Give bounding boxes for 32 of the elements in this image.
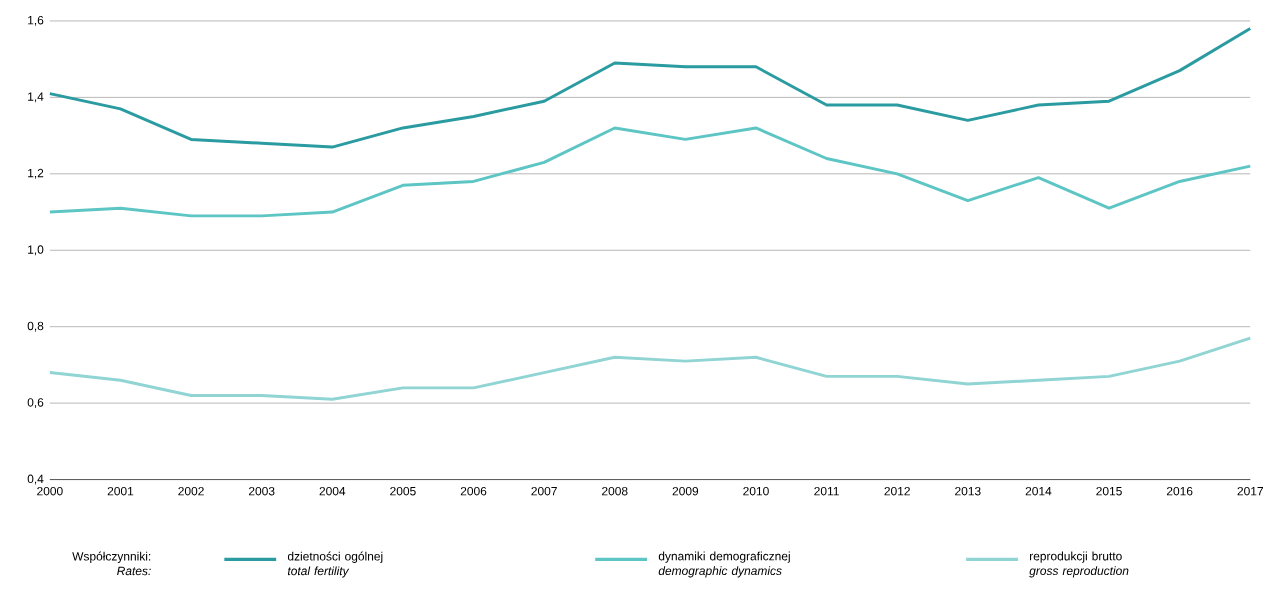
x-tick-label: 2000: [37, 486, 63, 496]
line-series: [48, 336, 1252, 401]
legend-title: Współczynniki: Rates:: [72, 551, 151, 576]
x-tick-label: 2009: [672, 486, 699, 496]
x-tick-label: 2010: [743, 486, 769, 496]
x-tick-label: 2013: [955, 486, 981, 496]
y-tick-label: 1,4: [28, 92, 44, 103]
x-tick-label: 2007: [531, 486, 557, 496]
legend-label: dynamiki demograficznej demographic dynamics: [658, 551, 790, 578]
y-tick-label: 1,0: [28, 245, 44, 256]
y-tick-label: 0,8: [27, 321, 44, 332]
legend-label: dzietności ogólnej total fertility: [287, 551, 383, 578]
x-tick-label: 2004: [319, 486, 346, 496]
legend-label: reprodukcji brutto gross reproduction: [1029, 551, 1129, 578]
x-tick-label: 2017: [1237, 486, 1263, 496]
y-tick-label: 1,6: [28, 15, 44, 26]
x-tick-label: 2008: [602, 486, 628, 496]
x-tick-label: 2014: [1025, 486, 1052, 496]
y-tick-label: 0,6: [27, 398, 44, 408]
line-series: [48, 27, 1252, 149]
x-tick-label: 2003: [248, 486, 275, 496]
x-tick-label: 2006: [460, 486, 487, 496]
x-tick-label: 2002: [178, 486, 204, 496]
x-tick-label: 2012: [884, 486, 910, 496]
x-tick-label: 2015: [1096, 486, 1122, 496]
line-series: [48, 126, 1252, 218]
x-tick-label: 2001: [107, 486, 134, 496]
y-tick-label: 0,4: [27, 474, 44, 485]
y-tick-label: 1,2: [28, 168, 44, 179]
x-tick-label: 2011: [814, 486, 839, 496]
x-tick-label: 2016: [1166, 486, 1193, 496]
x-tick-label: 2005: [390, 486, 416, 496]
